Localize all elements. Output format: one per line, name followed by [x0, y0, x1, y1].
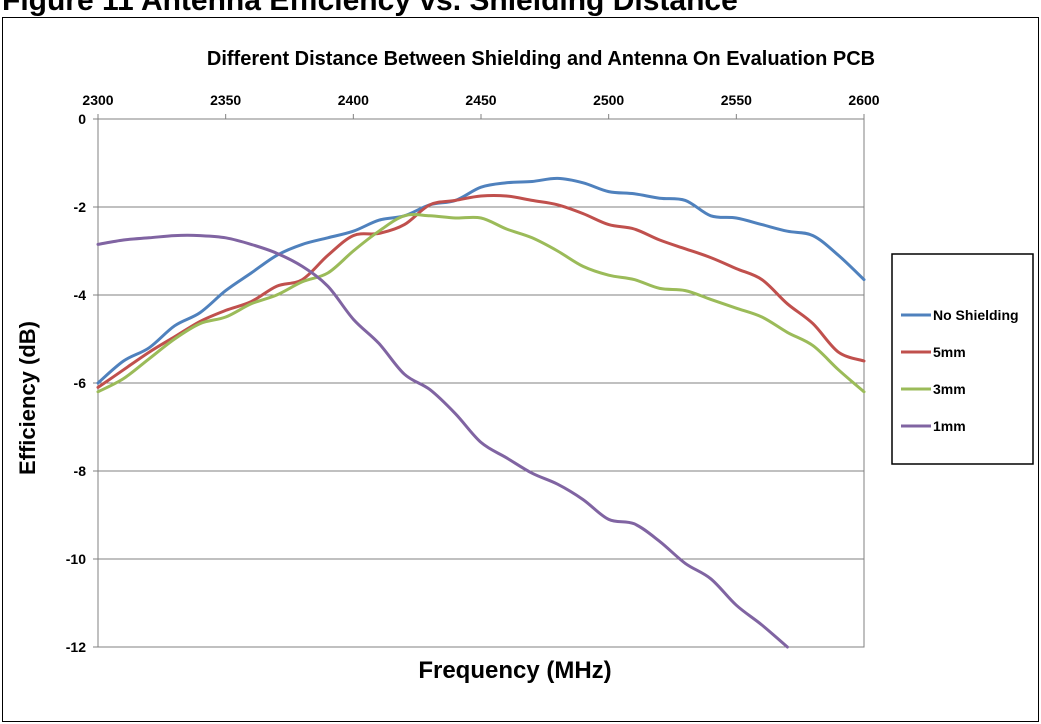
legend: No Shielding 5mm 3mm 1mm — [891, 253, 1034, 465]
y-tick-label: -8 — [74, 463, 87, 479]
y-tick-label: 0 — [78, 111, 86, 127]
figure-caption: Figure 11 Antenna Efficiency vs. Shieldi… — [2, 0, 738, 17]
y-tick-label: -10 — [66, 551, 86, 567]
chart-frame: Different Distance Between Shielding and… — [2, 17, 1039, 722]
x-tick-label: 2550 — [721, 92, 752, 108]
series-line-3mm — [96, 213, 866, 394]
y-tick-label: -6 — [74, 375, 87, 391]
efficiency-line-chart: Different Distance Between Shielding and… — [15, 48, 1034, 684]
legend-box — [891, 253, 1034, 465]
y-axis-ticks: 0 -2 -4 -6 -8 -10 -12 — [66, 111, 98, 655]
x-tick-label: 2350 — [210, 92, 241, 108]
legend-items: No Shielding 5mm 3mm 1mm — [901, 307, 1019, 434]
y-tick-label: -12 — [66, 639, 86, 655]
x-tick-label: 2500 — [593, 92, 624, 108]
legend-label-1mm: 1mm — [933, 418, 966, 434]
legend-label-no-shielding: No Shielding — [933, 307, 1019, 323]
series-lines — [96, 176, 866, 649]
y-tick-label: -4 — [74, 287, 87, 303]
series-line-1mm — [96, 233, 789, 649]
x-tick-label: 2600 — [848, 92, 879, 108]
y-tick-label: -2 — [74, 199, 87, 215]
series-line-5mm — [96, 193, 866, 389]
x-tick-label: 2450 — [465, 92, 496, 108]
x-tick-label: 2400 — [338, 92, 369, 108]
x-axis-ticks: 2300 2350 2400 2450 2500 2550 2600 — [82, 92, 880, 119]
grid-lines — [98, 206, 864, 560]
x-tick-label: 2300 — [82, 92, 113, 108]
x-axis-label: Frequency (MHz) — [418, 657, 611, 684]
series-line-no-shielding — [96, 176, 866, 385]
legend-label-5mm: 5mm — [933, 344, 966, 360]
chart-title: Different Distance Between Shielding and… — [207, 48, 875, 70]
y-axis-label: Efficiency (dB) — [15, 321, 40, 475]
legend-label-3mm: 3mm — [933, 381, 966, 397]
